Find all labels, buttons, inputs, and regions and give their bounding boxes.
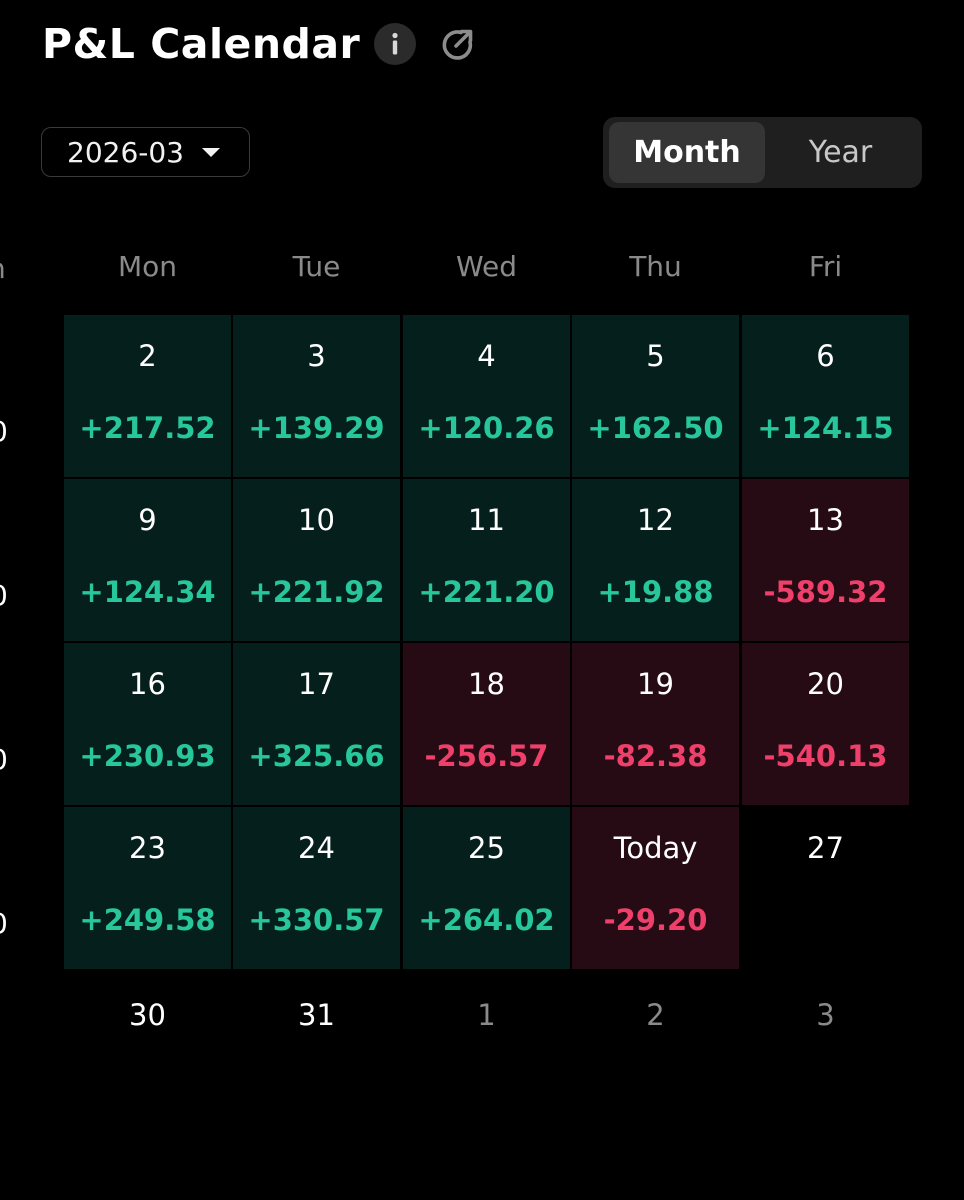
day-pnl: -540.13 (763, 739, 888, 773)
calendar-day-cell-next-month: 1 (477, 998, 496, 1032)
day-pnl: +325.66 (248, 739, 385, 773)
year-view-button[interactable]: Year (808, 135, 873, 170)
day-number: 20 (807, 667, 844, 701)
calendar-day-cell[interactable]: 31 (298, 998, 335, 1032)
calendar-day-cell[interactable]: 19 -82.38 (572, 643, 739, 805)
day-pnl: +221.92 (248, 575, 385, 609)
calendar-day-cell[interactable]: 13 -589.32 (742, 479, 909, 641)
day-number: 12 (637, 503, 674, 537)
calendar-day-cell[interactable]: 20 -540.13 (742, 643, 909, 805)
month-dropdown[interactable]: 2026-03 (41, 127, 250, 177)
weekday-tue: Tue (292, 250, 341, 283)
day-number: 3 (307, 339, 326, 373)
view-toggle: Month Year (603, 117, 922, 188)
day-pnl: -29.20 (603, 903, 708, 937)
day-pnl: +221.20 (418, 575, 555, 609)
calendar-day-cell[interactable]: 25 +264.02 (403, 807, 570, 969)
calendar-day-cell-next-month: 3 (816, 998, 835, 1032)
day-number: 10 (298, 503, 335, 537)
day-pnl: +19.88 (597, 575, 714, 609)
day-number: 18 (468, 667, 505, 701)
calendar-day-cell[interactable]: 23 +249.58 (64, 807, 231, 969)
chevron-down-icon (202, 147, 220, 157)
weekday-wed: Wed (455, 250, 518, 283)
calendar-day-cell[interactable]: 24 +330.57 (233, 807, 400, 969)
day-number: 9 (138, 503, 157, 537)
calendar-day-cell[interactable]: 4 +120.26 (403, 315, 570, 477)
info-icon[interactable] (374, 23, 417, 65)
calendar-day-cell[interactable]: 17 +325.66 (233, 643, 400, 805)
day-number: 4 (477, 339, 496, 373)
day-number: 2 (138, 339, 157, 373)
day-number: 24 (298, 831, 335, 865)
calendar-day-cell[interactable]: 16 +230.93 (64, 643, 231, 805)
calendar-day-cell-next-month: 2 (646, 998, 665, 1032)
info-glyph (392, 32, 398, 55)
day-number: 17 (298, 667, 335, 701)
calendar-day-cell[interactable]: 10 +221.92 (233, 479, 400, 641)
week-total-partial: 0 (0, 579, 8, 612)
day-pnl: +264.02 (418, 903, 555, 937)
weekday-fri: Fri (808, 250, 843, 283)
calendar-day-cell[interactable]: 6 +124.15 (742, 315, 909, 477)
header: P&L Calendar (42, 14, 476, 74)
weekday-thu: Thu (629, 250, 682, 283)
day-pnl: -589.32 (763, 575, 888, 609)
week-total-partial: 0 (0, 743, 8, 776)
calendar-day-cell-today[interactable]: Today -29.20 (572, 807, 739, 969)
calendar-day-cell[interactable]: 3 +139.29 (233, 315, 400, 477)
day-number: 27 (807, 831, 844, 865)
calendar-day-cell[interactable]: 27 (742, 807, 909, 969)
day-number: 6 (816, 339, 835, 373)
day-number: 19 (637, 667, 674, 701)
month-view-button[interactable]: Month (609, 122, 765, 183)
day-number: 5 (646, 339, 665, 373)
day-pnl: +139.29 (248, 411, 385, 445)
day-number: 13 (807, 503, 844, 537)
day-pnl: -82.38 (603, 739, 708, 773)
day-pnl: +249.58 (79, 903, 216, 937)
day-pnl: +124.34 (79, 575, 216, 609)
day-number: 11 (468, 503, 505, 537)
calendar-day-cell[interactable]: 5 +162.50 (572, 315, 739, 477)
calendar-day-cell[interactable]: 30 (129, 998, 166, 1032)
calendar-day-cell[interactable]: 2 +217.52 (64, 315, 231, 477)
day-number: 25 (468, 831, 505, 865)
page-title: P&L Calendar (42, 20, 361, 68)
day-number: 16 (129, 667, 166, 701)
day-pnl: +217.52 (79, 411, 216, 445)
day-pnl: +162.50 (587, 411, 724, 445)
weekday-label-partial: n (0, 252, 6, 285)
day-pnl: +230.93 (79, 739, 216, 773)
week-total-partial: 0 (0, 907, 8, 940)
day-pnl: +120.26 (418, 411, 555, 445)
calendar-day-cell[interactable]: 11 +221.20 (403, 479, 570, 641)
external-link-icon[interactable] (440, 26, 476, 62)
week-total-partial: 0 (0, 415, 8, 448)
day-pnl: +124.15 (757, 411, 894, 445)
day-number: 23 (129, 831, 166, 865)
calendar-day-cell[interactable]: 18 -256.57 (403, 643, 570, 805)
weekday-mon: Mon (117, 250, 178, 283)
calendar-day-cell[interactable]: 12 +19.88 (572, 479, 739, 641)
day-number: Today (613, 831, 698, 865)
day-pnl: +330.57 (248, 903, 385, 937)
month-dropdown-value: 2026-03 (67, 135, 184, 169)
calendar-day-cell[interactable]: 9 +124.34 (64, 479, 231, 641)
day-pnl: -256.57 (424, 739, 549, 773)
